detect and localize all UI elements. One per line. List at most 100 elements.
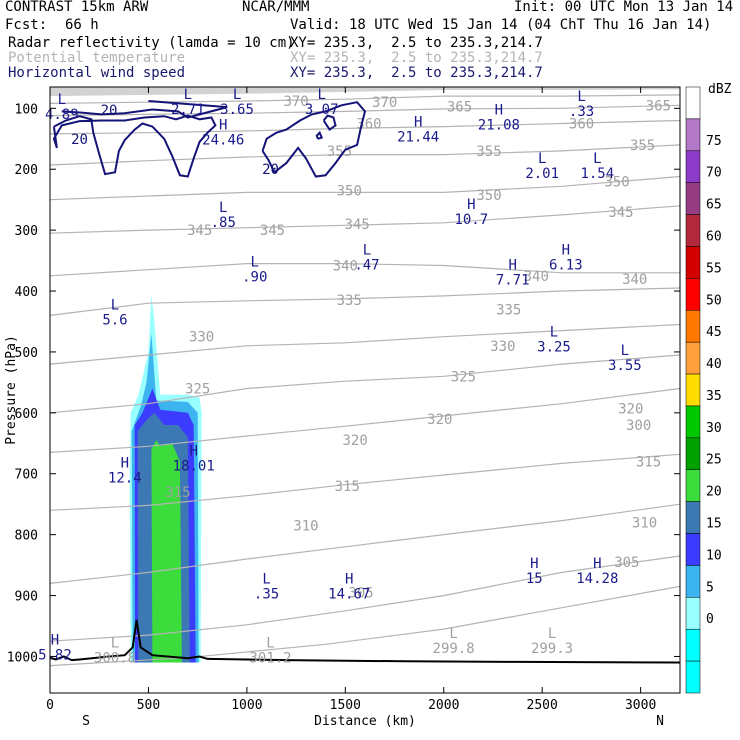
theta-contour-label: 345 xyxy=(344,217,369,233)
colorbar-tick-label: 60 xyxy=(706,229,722,244)
theta-contour-label: 310 xyxy=(293,519,318,535)
extremum-high-marker: H xyxy=(219,118,227,134)
theta-contour-label: 360 xyxy=(569,117,594,133)
theta-contour-label: 330 xyxy=(189,330,214,346)
x-tick-label: 3000 xyxy=(625,698,656,713)
extremum-value-label: 5.82 xyxy=(38,647,72,663)
theta-contour-370 xyxy=(49,94,681,104)
extremum-high-marker: H xyxy=(495,102,503,118)
forecast-hour: 66 h xyxy=(65,17,99,33)
model-title: CONTRAST 15km ARW xyxy=(5,0,149,15)
theta-contour-325 xyxy=(49,354,681,414)
plot-frame xyxy=(49,86,681,694)
colorbar-swatch xyxy=(685,628,701,662)
extremum-value-label: 24.46 xyxy=(202,133,244,149)
extremum-high-marker: H xyxy=(562,242,570,258)
extremum-value-label: 2.01 xyxy=(525,166,559,182)
extremum-low-marker: L xyxy=(219,200,227,216)
extremum-value-label: 5.6 xyxy=(102,312,127,328)
extremum-high-marker: H xyxy=(414,115,422,131)
extremum-value-label: 3.25 xyxy=(537,340,571,356)
terrain-layer xyxy=(49,619,681,664)
extremum-value-label: 10.7 xyxy=(454,212,488,228)
field-reflectivity-label: Radar reflectivity (lamda = 10 cm) xyxy=(8,35,295,51)
theta-dense-band xyxy=(50,87,680,97)
field-wind-xy: XY= 235.3, 2.5 to 235.3,214.7 xyxy=(290,65,543,81)
extremum-low-marker: L xyxy=(577,89,585,105)
colorbar-tick-label: 55 xyxy=(706,261,722,276)
potential-temperature-layer: 300 305 305 310 310 315 315 315 320 320 320 325 325 3… xyxy=(49,87,681,667)
field-theta-xy: XY= 235.3, 2.5 to 235.3,214.7 xyxy=(290,50,543,66)
field-theta-label: Potential temperature xyxy=(8,50,186,66)
extremum-low-marker: L xyxy=(363,242,371,258)
wind-contour-label: 20 xyxy=(262,162,279,178)
extremum-value-label: .33 xyxy=(569,104,594,120)
theta-contour-label: 340 xyxy=(524,269,549,285)
extremum-value-label: 14.28 xyxy=(576,571,618,587)
colorbar-swatch xyxy=(685,437,701,470)
theta-contour-label: 350 xyxy=(337,184,362,200)
extremum-low-marker: L xyxy=(111,297,119,313)
colorbar-tick-label: 15 xyxy=(706,517,722,532)
extremum-value-label: 2.71 xyxy=(171,102,205,118)
theta-contour-label: 370 xyxy=(372,95,397,111)
x-tick-label: 500 xyxy=(137,698,160,713)
extremum-high-marker: H xyxy=(508,258,516,274)
theta-contour-330 xyxy=(49,323,681,365)
theta-contour-365 xyxy=(49,104,681,117)
colorbar-swatch xyxy=(685,86,701,120)
colorbar-tick-label: 75 xyxy=(706,134,722,149)
theta-contour-label: 305 xyxy=(614,555,639,571)
colorbar-tick-label: 70 xyxy=(706,166,722,181)
theta-contour-label: 365 xyxy=(646,98,671,114)
extremum-low-marker: L xyxy=(621,343,629,359)
colorbar-swatch xyxy=(685,405,701,439)
theta-contour-label: 340 xyxy=(333,258,358,274)
extremum-low-marker: L xyxy=(58,92,66,108)
reflectivity-fill-layer xyxy=(129,294,202,663)
colorbar-swatch xyxy=(685,118,701,152)
theta-contour-label: 350 xyxy=(476,188,501,204)
theta-contour-310 xyxy=(49,503,681,584)
colorbar-swatch xyxy=(685,341,701,375)
extremum-value-label: 1.54 xyxy=(580,166,614,182)
extremum-value-label: 4.89 xyxy=(45,107,79,123)
theta-contour-label: 345 xyxy=(260,223,285,239)
extremum-low-marker: L xyxy=(317,87,325,103)
colorbar-tick-label: 35 xyxy=(706,389,722,404)
extremum-high-marker: H xyxy=(345,571,353,587)
x-tick-label: 2500 xyxy=(527,698,558,713)
y-tick-label: 400 xyxy=(15,285,38,300)
extremum-value-label: 299.3 xyxy=(531,641,573,657)
terrain-line xyxy=(49,619,681,664)
y-tick-label: 300 xyxy=(15,224,38,239)
theta-contour-360 xyxy=(49,119,681,135)
extremum-low-marker: L xyxy=(184,87,192,103)
y-axis-label: Pressure (hPa) xyxy=(4,335,19,445)
colorbar-swatch xyxy=(685,565,701,598)
theta-contour-335 xyxy=(49,287,681,316)
x-axis-label: Distance (km) xyxy=(314,714,416,729)
x-tick-label: 0 xyxy=(46,698,54,713)
y-tick-label: 200 xyxy=(15,163,38,178)
y-tick-label: 800 xyxy=(15,529,38,544)
extremum-high-marker: H xyxy=(51,632,59,648)
theta-contour-label: 355 xyxy=(630,138,655,154)
colorbar-swatch xyxy=(685,150,701,183)
extrema-labels-layer: L4.89L2.71L3.65L3.07H24.46H21.44H21.08L.… xyxy=(38,87,642,666)
south-end-label: S xyxy=(82,714,90,729)
colorbar-tick-label: 10 xyxy=(706,548,722,563)
theta-contour-label: 325 xyxy=(451,369,476,385)
colorbar-tick-label: 20 xyxy=(706,485,722,500)
colorbar-tick-label: 40 xyxy=(706,357,722,372)
wind-20-contour-1 xyxy=(52,114,217,178)
extremum-high-marker: H xyxy=(190,443,198,459)
y-tick-label: 700 xyxy=(15,468,38,483)
valid-time: Valid: 18 UTC Wed 15 Jan 14 (04 ChT Thu … xyxy=(290,17,712,33)
colorbar-tick-label: 65 xyxy=(706,198,722,213)
colorbar-swatch xyxy=(685,660,701,694)
theta-contour-label: 340 xyxy=(622,272,647,288)
theta-contour-355 xyxy=(49,144,681,166)
